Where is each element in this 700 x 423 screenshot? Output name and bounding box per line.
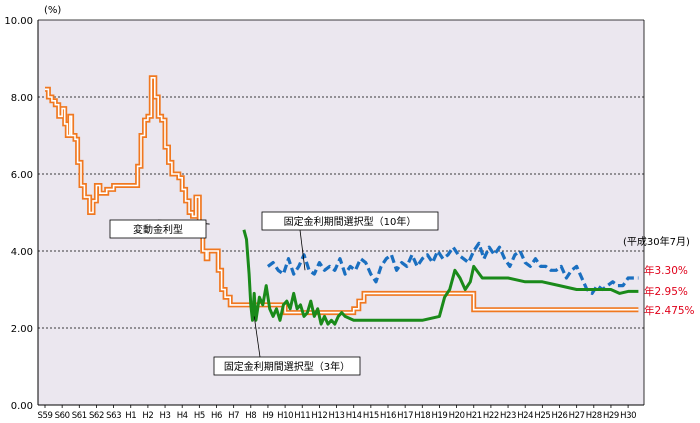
x-tick-label: H6 — [211, 411, 222, 421]
x-tick-label: H19 — [431, 411, 447, 421]
x-tick-label: S62 — [89, 411, 104, 421]
x-tick-label: H27 — [569, 411, 585, 421]
x-tick-label: H26 — [551, 411, 567, 421]
series-fixed-3y-line — [242, 229, 639, 326]
x-tick-label: S60 — [55, 411, 70, 421]
end-value-label: 年2.475% — [644, 304, 695, 317]
x-tick-label: H13 — [329, 411, 345, 421]
x-tick-label: H12 — [311, 411, 327, 421]
x-tick-label: H29 — [603, 411, 619, 421]
x-tick-label: H28 — [586, 411, 602, 421]
end-value-label: 年3.30% — [644, 264, 688, 277]
series-variable-rate-core — [45, 77, 639, 314]
x-tick-label: H3 — [160, 411, 171, 421]
unit-label: (%) — [44, 5, 61, 16]
y-tick-label: 6.00 — [11, 170, 33, 181]
annotation-label: 固定金利期間選択型（10年） — [284, 215, 417, 228]
y-tick-label: 10.00 — [4, 16, 33, 27]
x-tick-label: H15 — [363, 411, 379, 421]
x-tick-label: H7 — [228, 411, 239, 421]
x-tick-label: H16 — [380, 411, 396, 421]
y-tick-labels: 0.00 2.00 4.00 6.00 8.00 10.00 — [4, 16, 33, 412]
x-tick-label: H5 — [194, 411, 205, 421]
x-tick-label: H11 — [294, 411, 310, 421]
x-tick-label: H23 — [500, 411, 516, 421]
series-fixed-10y-line — [266, 241, 639, 295]
annotation-label: 変動金利型 — [133, 223, 183, 236]
x-tick-label: H25 — [534, 411, 550, 421]
callout-leader-line — [253, 316, 261, 358]
end-value-label: 年2.95% — [644, 285, 688, 298]
x-tick-label: H24 — [517, 411, 533, 421]
y-tick-label: 8.00 — [11, 93, 33, 104]
y-tick-label: 4.00 — [11, 247, 33, 258]
date-note: (平成30年7月) — [623, 235, 690, 248]
x-tick-label: H10 — [277, 411, 293, 421]
x-tick-label: H2 — [142, 411, 153, 421]
x-tick-label: H21 — [466, 411, 482, 421]
x-tick-label: H9 — [262, 411, 273, 421]
annotation-box — [261, 211, 439, 231]
annotation-label: 固定金利期間選択型（3年） — [224, 360, 350, 373]
annotation-box — [109, 219, 207, 239]
x-tick-label: H20 — [449, 411, 465, 421]
x-tick-label: H1 — [125, 411, 136, 421]
x-tick-label: H4 — [177, 411, 188, 421]
x-tick-labels: S59 S60 S61 S62 S63 H1 H2 H3 H4 H5 H6 H7 H8 H9 H10 H11 H… — [37, 405, 637, 421]
series-lines — [45, 75, 639, 326]
callout-leader-line — [299, 229, 306, 271]
y-tick-label: 0.00 — [11, 401, 33, 412]
x-tick-label: H14 — [346, 411, 362, 421]
x-tick-label: H18 — [414, 411, 430, 421]
x-tick-label: H17 — [397, 411, 413, 421]
x-tick-label: H30 — [620, 411, 636, 421]
x-tick-label: S61 — [72, 411, 87, 421]
x-tick-label: H8 — [245, 411, 256, 421]
x-tick-label: H22 — [483, 411, 499, 421]
end-value-labels: 年3.30% 年2.95% 年2.475% — [644, 264, 695, 317]
annotation-box — [213, 356, 361, 376]
x-tick-label: S63 — [106, 411, 121, 421]
series-annotations: 変動金利型 固定金利期間選択型（10年） 固定金利期間選択型（3年） — [109, 211, 439, 376]
x-tick-label: S59 — [37, 411, 52, 421]
y-tick-label: 2.00 — [11, 324, 33, 335]
